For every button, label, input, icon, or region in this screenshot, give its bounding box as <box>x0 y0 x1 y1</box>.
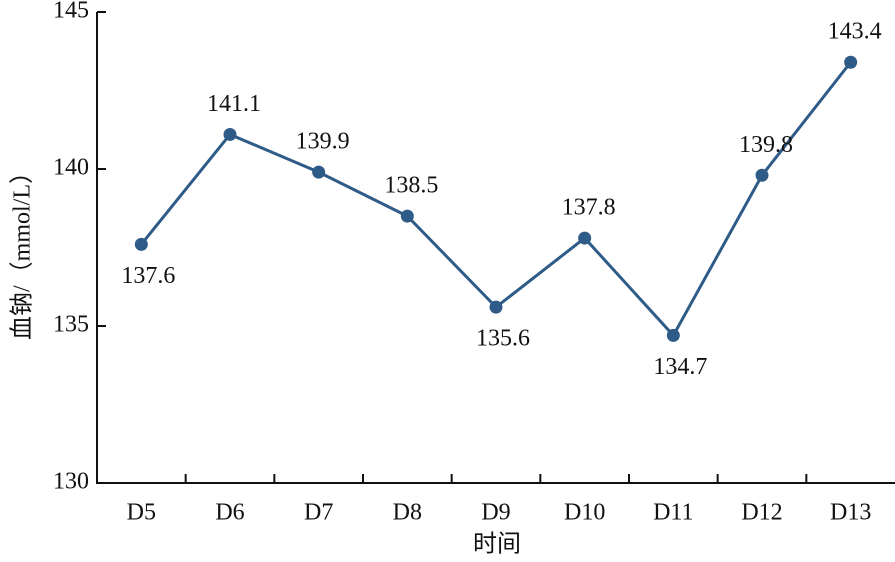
point <box>755 168 769 182</box>
data-label: 137.6 <box>121 263 175 289</box>
x-tick-label: D9 <box>481 500 510 526</box>
x-axis-title: 时间 <box>473 531 521 558</box>
point <box>489 300 503 314</box>
x-tick-label: D6 <box>215 500 244 526</box>
x-tick-label: D10 <box>564 500 605 526</box>
point <box>134 237 148 251</box>
data-label: 138.5 <box>384 173 438 199</box>
x-tick-label: D11 <box>653 500 693 526</box>
data-label: 135.6 <box>476 326 530 352</box>
x-tick-label: D13 <box>830 500 871 526</box>
data-label: 134.7 <box>653 354 707 380</box>
y-tick-label: 130 <box>53 469 89 495</box>
point <box>844 55 858 69</box>
y-axis-title: 血钠/（mmol/L） <box>9 160 36 340</box>
point <box>223 127 237 141</box>
point <box>666 328 680 342</box>
point <box>312 165 326 179</box>
y-tick-label: 145 <box>53 0 89 24</box>
point <box>400 209 414 223</box>
data-label: 137.8 <box>562 195 616 221</box>
data-label: 139.9 <box>296 129 350 155</box>
y-tick-label: 135 <box>53 312 89 338</box>
data-label: 143.4 <box>828 19 882 45</box>
x-tick-label: D12 <box>741 500 782 526</box>
y-tick-label: 140 <box>53 155 89 181</box>
data-label: 139.8 <box>739 132 793 158</box>
x-tick-label: D8 <box>393 500 422 526</box>
point <box>578 231 592 245</box>
x-tick-label: D7 <box>304 500 333 526</box>
data-label: 141.1 <box>207 91 261 117</box>
x-tick-label: D5 <box>127 500 156 526</box>
